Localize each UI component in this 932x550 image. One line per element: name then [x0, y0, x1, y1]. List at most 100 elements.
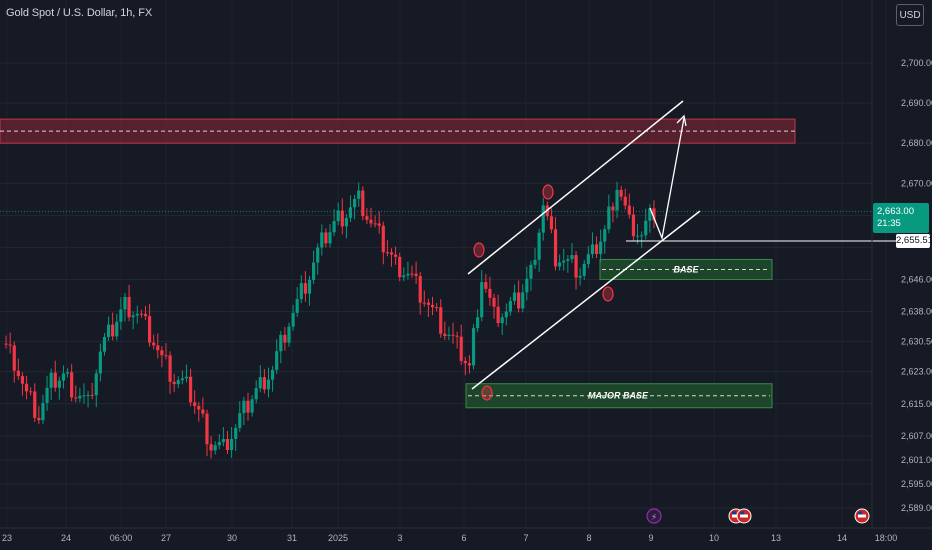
candle-body — [480, 282, 484, 318]
candle-body — [53, 372, 57, 388]
price-tick-label: 2,690.00 — [901, 98, 932, 108]
candle-body — [98, 351, 102, 374]
candle-body — [197, 405, 201, 410]
candle-body — [488, 288, 492, 298]
candle-body — [283, 334, 287, 343]
candle-body — [217, 442, 221, 446]
candle-body — [332, 221, 336, 233]
candle-body — [582, 263, 586, 276]
candle-body — [607, 206, 611, 230]
candle-body — [586, 254, 590, 264]
candle-body — [459, 336, 463, 361]
candle-body — [143, 313, 148, 317]
candle-body — [541, 205, 545, 233]
candle-body — [33, 391, 37, 418]
candle-body — [209, 444, 213, 451]
candle-body — [188, 376, 193, 403]
price-tick-label: 2,670.00 — [901, 178, 932, 188]
projection-path — [649, 117, 685, 241]
flag-stripe — [732, 514, 740, 518]
candle-body — [463, 360, 467, 364]
candle-body — [320, 232, 324, 248]
candle-body — [29, 391, 33, 393]
candle-body — [65, 372, 70, 374]
candle-body — [180, 378, 184, 381]
candle-body — [533, 259, 537, 265]
candle-body — [394, 254, 398, 257]
candle-body — [172, 381, 176, 385]
candle-body — [381, 225, 385, 253]
candle-body — [406, 273, 410, 276]
candle-body — [152, 342, 156, 346]
candle-body — [549, 216, 554, 230]
candle-body — [504, 311, 508, 318]
candle-body — [246, 400, 250, 413]
currency-button[interactable]: USD — [896, 4, 924, 26]
price-tick-label: 2,630.50 — [901, 337, 932, 347]
candle-body — [611, 206, 615, 211]
candle-body — [578, 275, 582, 278]
channel-upper-line — [467, 100, 684, 275]
candle-body — [492, 297, 496, 307]
candle-body — [8, 344, 12, 346]
candle-body — [123, 296, 127, 310]
candle-body — [389, 252, 394, 255]
last-price-label: 2,663.00 21:35 — [873, 203, 929, 233]
candle-body — [566, 259, 570, 261]
candle-body — [594, 244, 599, 255]
candle-body — [74, 397, 78, 399]
candle-body — [82, 395, 86, 397]
candle-body — [168, 355, 172, 382]
candle-body — [512, 292, 517, 301]
time-tick-label: 2025 — [328, 533, 348, 543]
flag-stripe — [858, 514, 866, 518]
candle-body — [525, 278, 529, 293]
candle-body — [422, 302, 426, 304]
event-lightning-icon — [646, 508, 662, 524]
time-tick-label: 9 — [648, 533, 653, 543]
major-base-label: MAJOR BASE — [588, 391, 649, 401]
candle-body — [623, 196, 627, 206]
candle-body — [627, 205, 631, 215]
candle-body — [147, 316, 152, 343]
candle-body — [574, 255, 578, 278]
candle-body — [90, 394, 94, 396]
time-tick-label: 8 — [586, 533, 591, 543]
candle-body — [447, 334, 451, 337]
candle-body — [78, 395, 82, 399]
time-tick-label: 31 — [287, 533, 297, 543]
candle-body — [529, 264, 533, 279]
candle-body — [119, 309, 123, 322]
candle-body — [648, 208, 652, 221]
time-tick-label: 6 — [461, 533, 466, 543]
candle-body — [262, 377, 266, 390]
candle-body — [229, 438, 234, 451]
candle-body — [328, 232, 332, 244]
candle-body — [476, 317, 480, 329]
candle-body — [590, 244, 595, 255]
candle-body — [12, 345, 16, 371]
swing-point-marker — [473, 242, 485, 258]
candle-body — [418, 276, 422, 303]
candle-body — [111, 324, 115, 337]
price-tick-label: 2,623.00 — [901, 367, 932, 377]
candle-body — [238, 413, 242, 428]
time-tick-label: 24 — [61, 533, 71, 543]
candle-body — [127, 296, 131, 318]
candle-body — [115, 321, 119, 337]
candle-body — [430, 304, 435, 308]
time-tick-label: 7 — [523, 533, 528, 543]
candle-body — [439, 307, 443, 334]
candle-body — [340, 210, 344, 227]
candle-body — [287, 326, 291, 343]
candle-body — [435, 307, 439, 309]
flag-stripe — [740, 514, 748, 518]
candle-body — [361, 190, 365, 217]
bar-countdown: 21:35 — [877, 218, 901, 229]
flag-canton — [740, 511, 744, 515]
candle-body — [443, 333, 447, 337]
candle-body — [176, 380, 180, 385]
swing-point-marker — [542, 184, 554, 200]
